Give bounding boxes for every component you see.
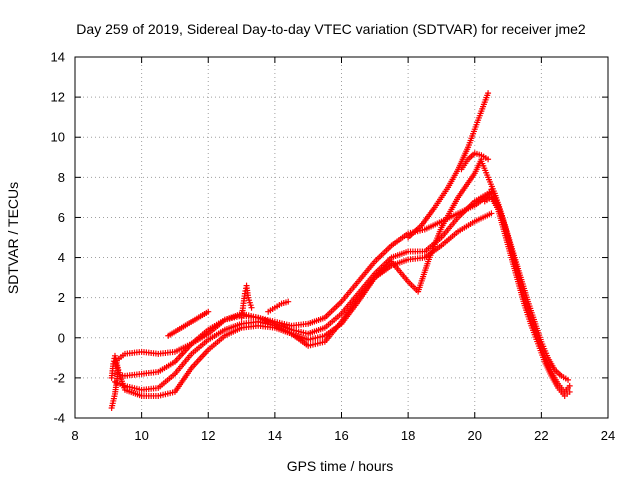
data-point	[485, 156, 492, 163]
series-track-9	[405, 90, 492, 241]
y-tick-label: 10	[51, 130, 65, 145]
data-point	[485, 90, 492, 97]
y-tick-label: -2	[53, 370, 65, 385]
y-tick-label: 14	[51, 50, 65, 65]
data-point	[565, 376, 572, 383]
data-point	[285, 298, 292, 305]
x-tick-label: 20	[468, 428, 482, 443]
series-track-13	[481, 194, 573, 399]
x-tick-label: 24	[601, 428, 615, 443]
data-points	[108, 90, 573, 411]
y-tick-label: 2	[58, 290, 65, 305]
data-point	[566, 382, 573, 389]
x-axis-title: GPS time / hours	[287, 458, 394, 474]
y-tick-label: -4	[53, 411, 65, 426]
x-tick-label: 12	[201, 428, 215, 443]
series-track-5	[108, 352, 122, 411]
data-point	[248, 304, 255, 311]
y-axis-title: SDTVAR / TECUs	[5, 182, 21, 294]
x-tick-label: 14	[268, 428, 282, 443]
y-tick-label: 0	[58, 330, 65, 345]
x-tick-label: 16	[334, 428, 348, 443]
data-point	[205, 308, 212, 315]
y-tick-label: 12	[51, 90, 65, 105]
series-track-10	[458, 150, 492, 173]
series-track-6	[165, 308, 212, 339]
series-track-4	[111, 156, 485, 399]
data-point	[108, 374, 115, 381]
grid-lines	[75, 57, 608, 418]
x-tick-label: 22	[534, 428, 548, 443]
x-tick-label: 8	[71, 428, 78, 443]
chart-title: Day 259 of 2019, Sidereal Day-to-day VTE…	[76, 21, 586, 37]
y-tick-label: 6	[58, 210, 65, 225]
series-track-8	[265, 298, 292, 315]
data-point	[488, 210, 495, 217]
y-tick-label: 8	[58, 170, 65, 185]
series-track-7	[238, 282, 255, 321]
x-tick-label: 10	[134, 428, 148, 443]
x-tick-label: 18	[401, 428, 415, 443]
data-point	[566, 388, 573, 395]
y-tick-label: 4	[58, 250, 65, 265]
